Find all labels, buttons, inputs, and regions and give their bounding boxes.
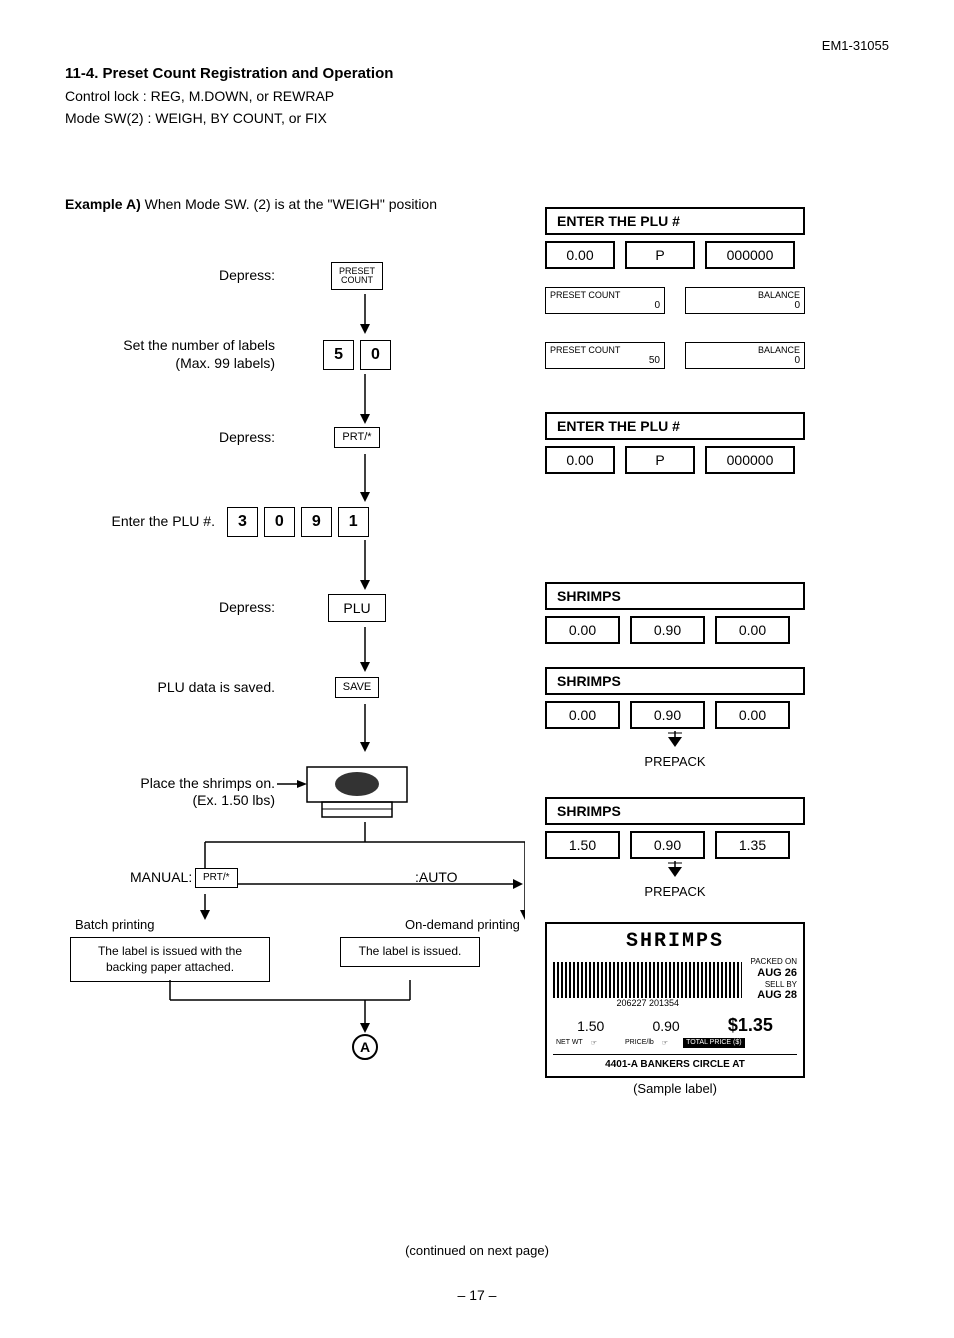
d6-arrow: [545, 861, 805, 880]
arrow-3: [355, 454, 375, 505]
step-4-label: Enter the PLU #.: [35, 513, 215, 531]
sample-caption: (Sample label): [545, 1081, 805, 1096]
document-id: EM1-31055: [822, 38, 889, 53]
barcode-number: 206227 201354: [614, 998, 681, 1008]
display-3: ENTER THE PLU # 0.00 P 000000: [545, 412, 805, 474]
prt-key-1: PRT/*: [334, 427, 379, 448]
tag-row: NET WT☞ PRICE/lb☞ TOTAL PRICE ($): [553, 1038, 797, 1048]
d1-v0: 0.00: [545, 241, 615, 269]
key-0b: 0: [264, 507, 295, 537]
step-6-label: PLU data is saved.: [65, 679, 275, 697]
d5-v1: 0.90: [630, 701, 705, 729]
step-1-label: Depress:: [65, 267, 275, 285]
circle-a: A: [352, 1034, 378, 1060]
d6-title: SHRIMPS: [545, 797, 805, 825]
scale-drawing: [302, 762, 412, 822]
d6-v1: 0.90: [630, 831, 705, 859]
d4-v1: 0.90: [630, 616, 705, 644]
step-2: Set the number of labels (Max. 99 labels…: [65, 337, 427, 372]
d3-v1: P: [625, 446, 695, 474]
step-2-label: Set the number of labels (Max. 99 labels…: [65, 337, 275, 372]
sample-label: SHRIMPS 206227 201354 PACKED ON AUG 26 S…: [545, 922, 805, 1078]
step-7: Place the shrimps on. (Ex. 1.50 lbs): [65, 762, 427, 822]
arrow-2: [355, 374, 375, 427]
batch-box: The label is issued with the backing pap…: [70, 937, 270, 982]
ondemand-label: On-demand printing: [405, 917, 520, 932]
key-0: 0: [360, 340, 391, 370]
date-column: PACKED ON AUG 26 SELL BY AUG 28: [750, 957, 797, 1003]
d2a-l: PRESET COUNT0: [545, 287, 665, 314]
example-label: Example A): [65, 196, 141, 212]
arrow-1: [355, 294, 375, 337]
flow-area: Depress: PRESET COUNT Set the number of …: [65, 232, 889, 1152]
d5-v0: 0.00: [545, 701, 620, 729]
d4-v2: 0.00: [715, 616, 790, 644]
step-3-label: Depress:: [65, 429, 275, 447]
arrow-6: [355, 704, 375, 755]
step-4: Enter the PLU #. 3 0 9 1: [35, 507, 369, 537]
step-5: Depress: PLU: [65, 594, 427, 622]
display-5: SHRIMPS 0.00 0.90 0.00 PREPACK: [545, 667, 805, 769]
d1-v1: P: [625, 241, 695, 269]
mode-sw-line: Mode SW(2) : WEIGH, BY COUNT, or FIX: [65, 110, 889, 126]
step-5-label: Depress:: [65, 599, 275, 617]
d4-v0: 0.00: [545, 616, 620, 644]
batch-label: Batch printing: [75, 917, 155, 932]
ondemand-box: The label is issued.: [340, 937, 480, 967]
manual-label: MANUAL:: [130, 869, 192, 885]
display-6: SHRIMPS 1.50 0.90 1.35 PREPACK: [545, 797, 805, 899]
d2b-l: PRESET COUNT50: [545, 342, 665, 369]
page-number: – 17 –: [0, 1287, 954, 1303]
d3-v0: 0.00: [545, 446, 615, 474]
display-2a: PRESET COUNT0 BALANCE0: [545, 287, 805, 320]
key-5: 5: [323, 340, 354, 370]
step-7-label: Place the shrimps on. (Ex. 1.50 lbs): [65, 775, 275, 810]
d1-title: ENTER THE PLU #: [545, 207, 805, 235]
example-text: When Mode SW. (2) is at the "WEIGH" posi…: [141, 196, 437, 212]
preset-count-key: PRESET COUNT: [331, 262, 383, 290]
section-title: 11-4. Preset Count Registration and Oper…: [65, 65, 889, 82]
prt-key-2: PRT/*: [195, 868, 238, 888]
key-9: 9: [301, 507, 332, 537]
d4-title: SHRIMPS: [545, 582, 805, 610]
key-3: 3: [227, 507, 258, 537]
d2b-r: BALANCE0: [685, 342, 805, 369]
display-4: SHRIMPS 0.00 0.90 0.00: [545, 582, 805, 644]
step-7-arrow: [277, 777, 307, 792]
d5-v2: 0.00: [715, 701, 790, 729]
step-3: Depress: PRT/*: [65, 427, 427, 448]
price-row: 1.50 0.90 $1.35: [553, 1015, 797, 1036]
merge-lines: [145, 980, 525, 1060]
auto-label: :AUTO: [415, 869, 458, 885]
d1-v2: 000000: [705, 241, 795, 269]
d5-title: SHRIMPS: [545, 667, 805, 695]
display-1: ENTER THE PLU # 0.00 P 000000: [545, 207, 805, 269]
control-lock-line: Control lock : REG, M.DOWN, or REWRAP: [65, 88, 889, 104]
d6-v2: 1.35: [715, 831, 790, 859]
prt-key-2-wrap: PRT/*: [195, 868, 238, 888]
save-key: SAVE: [335, 677, 380, 698]
d3-v2: 000000: [705, 446, 795, 474]
label-address: 4401-A BANKERS CIRCLE AT: [553, 1054, 797, 1070]
display-2b: PRESET COUNT50 BALANCE0: [545, 342, 805, 375]
plu-key: PLU: [328, 594, 385, 622]
continued-note: (continued on next page): [0, 1243, 954, 1258]
d5-arrow: [545, 731, 805, 750]
d3-title: ENTER THE PLU #: [545, 412, 805, 440]
d2a-r: BALANCE0: [685, 287, 805, 314]
d6-v0: 1.50: [545, 831, 620, 859]
key-1: 1: [338, 507, 369, 537]
d5-prepack: PREPACK: [545, 754, 805, 769]
d6-prepack: PREPACK: [545, 884, 805, 899]
barcode: 206227 201354: [553, 962, 742, 998]
circle-a-wrap: A: [352, 1034, 378, 1060]
arrow-5: [355, 627, 375, 675]
label-name: SHRIMPS: [553, 930, 797, 953]
step-1: Depress: PRESET COUNT: [65, 262, 427, 290]
step-6: PLU data is saved. SAVE: [65, 677, 427, 698]
arrow-4: [355, 540, 375, 593]
